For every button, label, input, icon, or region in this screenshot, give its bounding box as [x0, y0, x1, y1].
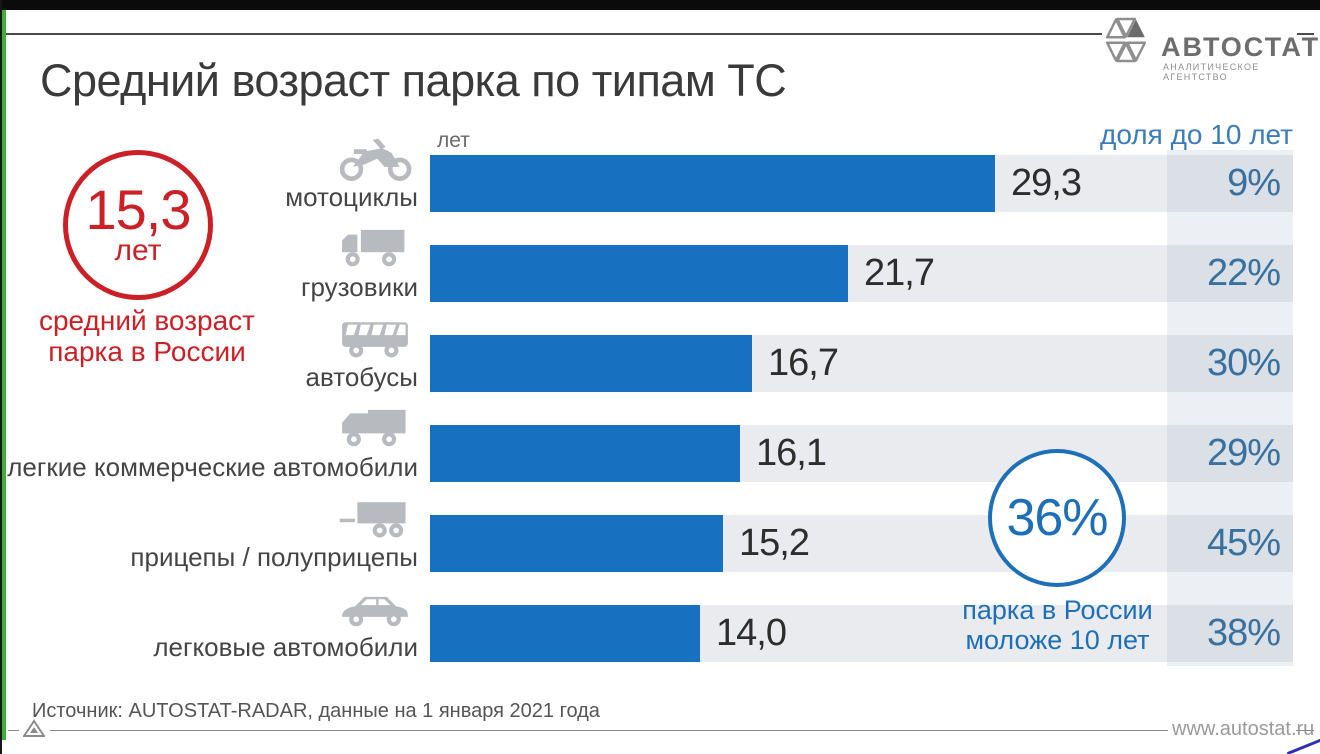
- bus-icon: [336, 314, 414, 361]
- footer-rule-b: [50, 730, 1168, 731]
- bar-row: 21,7 грузовики 22%: [0, 245, 1320, 302]
- bar-row: 14,0 легковые автомобили 38%: [0, 605, 1320, 662]
- left-border: [0, 0, 2, 754]
- autostat-triangle-icon: [23, 719, 45, 737]
- share-column-header: доля до 10 лет: [1100, 119, 1293, 150]
- bar: [430, 155, 995, 212]
- bar-row: 15,2 прицепы / полуприцепы 45%: [0, 515, 1320, 572]
- green-edge-line: [2, 10, 6, 740]
- category-block: легковые автомобили: [0, 559, 418, 662]
- website-text: www.autostat.ru: [1172, 718, 1315, 740]
- bar: [430, 245, 848, 302]
- category-label: прицепы / полуприцепы: [130, 542, 418, 572]
- share-value: 38%: [1206, 612, 1281, 654]
- bar-row: 16,1 легкие коммерческие автомобили 29%: [0, 425, 1320, 482]
- car-icon: [336, 584, 414, 631]
- category-label: грузовики: [301, 272, 418, 302]
- bar-row: 16,7 автобусы 30%: [0, 335, 1320, 392]
- bar-value: 21,7: [864, 252, 935, 294]
- category-block: легкие коммерческие автомобили: [0, 379, 418, 482]
- category-block: автобусы: [0, 289, 418, 392]
- share-value: 45%: [1206, 522, 1281, 564]
- page-title: Средний возраст парка по типам ТС: [40, 55, 787, 106]
- category-label: легковые автомобили: [153, 632, 418, 662]
- share-value: 22%: [1206, 252, 1281, 294]
- trailer-icon: [336, 494, 414, 541]
- bar-value: 16,1: [756, 432, 827, 474]
- share-column-band: [1167, 150, 1293, 666]
- bar: [430, 335, 752, 392]
- young-fleet-caption: парка в России моложе 10 лет: [962, 595, 1153, 655]
- share-value: 29%: [1206, 432, 1281, 474]
- autostat-pinwheel-icon: [1105, 17, 1147, 63]
- young-fleet-badge: 36%: [988, 449, 1126, 587]
- van-icon: [336, 404, 414, 451]
- footer-rule-a: [8, 730, 19, 731]
- truck-icon: [336, 224, 414, 271]
- bar-value: 15,2: [739, 522, 810, 564]
- avg-age-caption: средний возраст парка в России: [38, 305, 255, 367]
- autostat-logo: АВТОСТАТ АНАЛИТИЧЕСКОЕ АГЕНТСТВО: [1103, 10, 1318, 82]
- footer-rule-c: [1296, 730, 1314, 731]
- category-label: легкие коммерческие автомобили: [7, 452, 418, 482]
- bar: [430, 515, 723, 572]
- avg-age-value: 15,3: [85, 178, 192, 241]
- bar-value: 14,0: [716, 612, 787, 654]
- logo-subtitle: АНАЛИТИЧЕСКОЕ АГЕНТСТВО: [1163, 62, 1260, 82]
- category-block: прицепы / полуприцепы: [0, 469, 418, 572]
- logo-name: АВТОСТАТ: [1161, 32, 1320, 62]
- motorcycle-icon: [336, 134, 414, 181]
- category-label: мотоциклы: [285, 182, 418, 212]
- category-block: грузовики: [0, 199, 418, 302]
- bar: [430, 425, 740, 482]
- axis-unit-label: лет: [437, 129, 470, 152]
- share-value: 9%: [1227, 162, 1281, 204]
- young-fleet-value: 36%: [1006, 489, 1108, 547]
- category-block: мотоциклы: [0, 109, 418, 212]
- header-rule-left: [6, 33, 1102, 35]
- top-border-bar: [0, 0, 1320, 10]
- bar: [430, 605, 700, 662]
- bar-value: 29,3: [1011, 162, 1082, 204]
- header-rule-right: [1297, 33, 1314, 35]
- avg-age-russia-badge: 15,3 лет: [63, 150, 213, 300]
- avg-age-unit: лет: [114, 234, 162, 267]
- category-label: автобусы: [305, 362, 419, 392]
- source-note: Источник: AUTOSTAT-RADAR, данные на 1 ян…: [32, 700, 600, 722]
- bar-value: 16,7: [768, 342, 839, 384]
- share-value: 30%: [1206, 342, 1281, 384]
- bar-row: 29,3 мотоциклы 9%: [0, 155, 1320, 212]
